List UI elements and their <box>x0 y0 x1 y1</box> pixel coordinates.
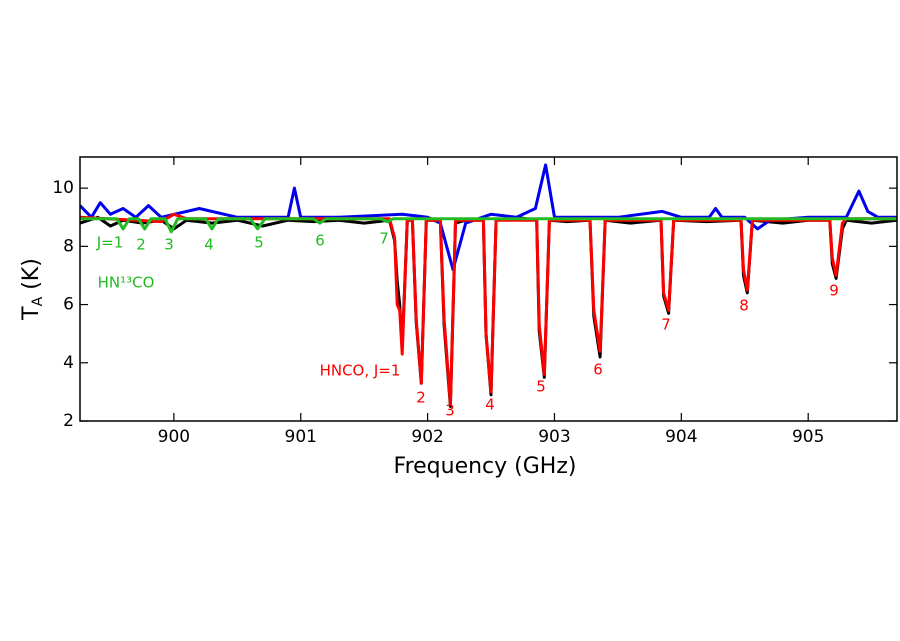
annotation: 9 <box>829 282 839 300</box>
spectrum-line <box>80 163 897 272</box>
y-label-sub: A <box>30 296 46 306</box>
annotation: 8 <box>739 297 749 315</box>
y-tick-label: 8 <box>63 236 74 256</box>
annotation: 2 <box>136 236 146 254</box>
annotation: J=1 <box>96 234 124 252</box>
y-axis-label: TA (K) <box>19 258 46 321</box>
y-tick-label: 10 <box>52 178 74 198</box>
y-tick-label: 6 <box>63 295 74 315</box>
annotation: HN¹³CO <box>98 274 155 292</box>
spectrum-line <box>80 212 897 405</box>
annotation: 6 <box>315 232 325 250</box>
annotation: 2 <box>416 389 426 407</box>
annotation: 7 <box>661 316 671 334</box>
y-label-unit: (K) <box>19 258 44 297</box>
x-tick-label: 905 <box>792 427 824 447</box>
y-tick-label: 4 <box>63 353 74 373</box>
x-axis-label: Frequency (GHz) <box>394 454 577 479</box>
x-tick-label: 902 <box>411 427 443 447</box>
y-tick-label: 2 <box>63 411 74 431</box>
x-tick-label: 900 <box>158 427 190 447</box>
plot-frame <box>79 156 898 422</box>
annotation: 5 <box>536 378 546 396</box>
annotation: 5 <box>254 234 264 252</box>
x-tick-label: 904 <box>665 427 697 447</box>
annotation: 6 <box>593 361 603 379</box>
annotation: 3 <box>445 402 455 420</box>
annotation: 7 <box>379 230 389 248</box>
annotation: 4 <box>204 236 214 254</box>
annotation: 4 <box>485 396 495 414</box>
annotation: 3 <box>164 236 174 254</box>
annotation: HNCO, J=1 <box>320 362 401 380</box>
spectrum-line <box>80 217 897 234</box>
x-tick-label: 903 <box>538 427 570 447</box>
y-label-main: T <box>19 306 44 321</box>
x-tick-label: 901 <box>285 427 317 447</box>
